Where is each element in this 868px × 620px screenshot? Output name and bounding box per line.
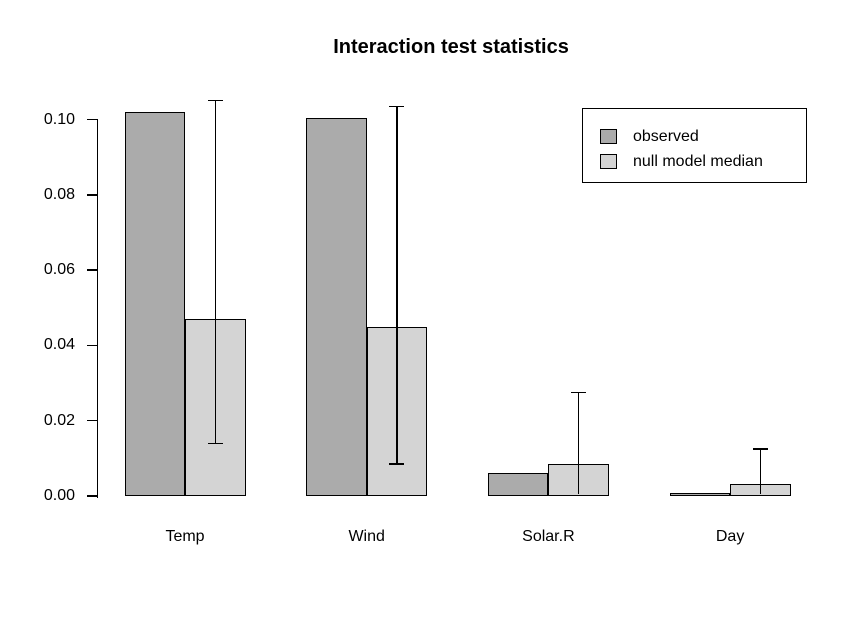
y-tick-label: 0.10 [43, 110, 75, 128]
error-bar-line-day [759, 448, 762, 495]
y-axis-tick [87, 118, 98, 121]
error-bar-line-wind [396, 106, 398, 464]
y-axis-line [96, 119, 98, 498]
y-axis-tick [87, 495, 98, 497]
legend-label-observed: observed [633, 127, 699, 145]
bar-observed-wind [306, 117, 367, 496]
legend-entry-null-model-median: null model median [600, 149, 806, 174]
error-bar-cap-top [389, 105, 405, 108]
legend: observed null model median [582, 108, 807, 183]
chart-title: Interaction test statistics [333, 36, 569, 58]
y-axis-tick [87, 344, 98, 347]
legend-swatch-observed-icon [600, 129, 617, 144]
x-axis-label-wind: Wind [348, 528, 385, 545]
legend-label-null-model-median: null model median [633, 152, 763, 170]
bar-observed-day [669, 492, 731, 496]
legend-entry-observed: observed [600, 124, 806, 149]
error-bar-cap-top [571, 391, 587, 394]
error-bar-cap-bottom [207, 442, 223, 445]
y-tick-label: 0.00 [43, 487, 75, 504]
bar-observed-temp [124, 111, 185, 496]
y-axis-tick [87, 419, 98, 422]
x-axis-label-solarr: Solar.R [522, 528, 575, 545]
bar-observed-solarr [487, 473, 549, 496]
y-axis-tick [87, 194, 98, 196]
error-bar-cap-top [207, 99, 223, 102]
x-axis-label-day: Day [715, 528, 745, 545]
error-bar-line-temp [214, 100, 216, 444]
y-tick-label: 0.02 [43, 411, 75, 429]
y-axis-tick [87, 269, 98, 271]
error-bar-cap-bottom [389, 463, 405, 465]
y-tick-label: 0.06 [43, 261, 75, 279]
x-axis-label-temp: Temp [165, 528, 205, 545]
y-tick-label: 0.04 [43, 336, 75, 354]
legend-swatch-null-model-median-icon [600, 154, 617, 169]
error-bar-line-solarr [577, 392, 580, 495]
y-tick-label: 0.08 [43, 185, 75, 203]
error-bar-cap-top [752, 448, 768, 450]
